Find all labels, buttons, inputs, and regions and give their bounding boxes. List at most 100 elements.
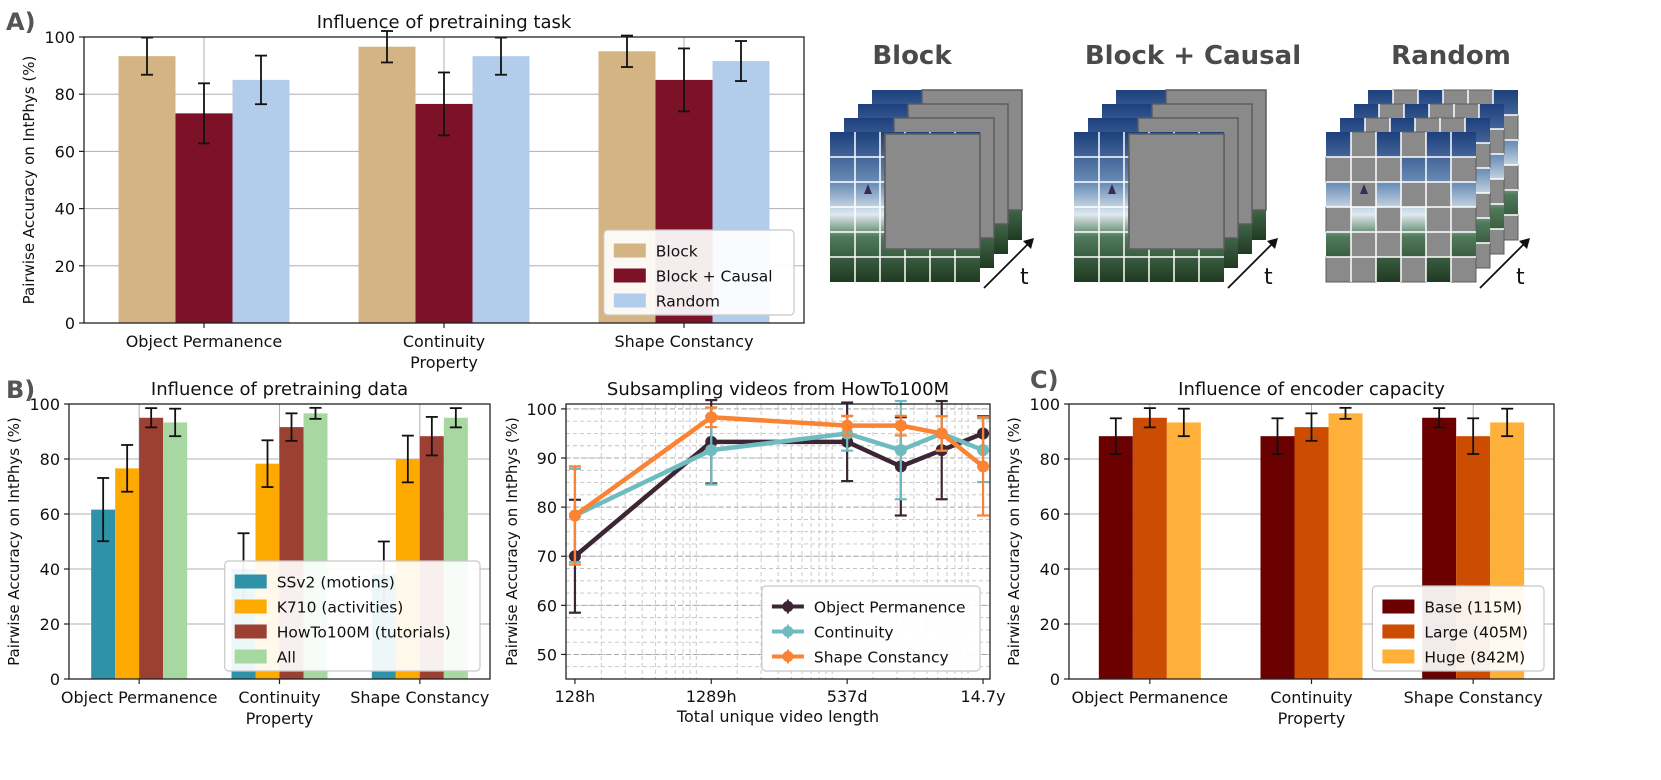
bar xyxy=(415,103,473,323)
data-point xyxy=(705,444,718,457)
legend: Block Block + Causal Random xyxy=(603,229,795,316)
data-point xyxy=(977,460,990,473)
video-frame xyxy=(1074,132,1225,282)
chart-chartA: 0 20 40 60 80 100 Object Permanence Continuity P… xyxy=(20,12,805,372)
legend-label: Continuity xyxy=(814,624,894,642)
mask-patch xyxy=(1350,256,1377,283)
legend-label: K710 (activities) xyxy=(277,599,404,617)
boat-icon xyxy=(864,184,872,194)
y-tick-label: 40 xyxy=(1040,560,1060,579)
x-tick-label: Continuity xyxy=(403,332,485,351)
y-axis-label: Pairwise Accuracy on IntPhys (%) xyxy=(5,417,23,666)
bar xyxy=(1166,422,1201,679)
bar xyxy=(472,56,530,324)
y-axis-label: Pairwise Accuracy on IntPhys (%) xyxy=(1005,417,1023,666)
mask-title: Block xyxy=(872,41,952,71)
y-tick-label: 60 xyxy=(40,505,60,524)
mask-patch xyxy=(1350,231,1377,258)
time-arrow-head xyxy=(1023,238,1034,249)
mask-patch xyxy=(1450,256,1477,283)
legend-swatch xyxy=(613,268,646,283)
y-tick-label: 80 xyxy=(1040,450,1060,469)
y-tick-label: 0 xyxy=(50,670,60,689)
chart-title: Influence of pretraining task xyxy=(317,12,572,33)
legend-swatch xyxy=(234,574,267,589)
mask-illustration-random: Random t xyxy=(1325,41,1530,290)
y-tick-label: 100 xyxy=(44,28,75,47)
chart-title: Subsampling videos from HowTo100M xyxy=(607,379,949,400)
series-line xyxy=(568,399,990,564)
chart-title: Influence of encoder capacity xyxy=(1178,379,1445,400)
y-tick-label: 60 xyxy=(537,596,557,615)
y-tick-label: 20 xyxy=(55,257,75,276)
mask-patch xyxy=(1375,206,1402,233)
bar xyxy=(358,46,416,323)
y-tick-label: 100 xyxy=(29,395,60,414)
mask-patch xyxy=(1450,206,1477,233)
legend-swatch xyxy=(234,599,267,614)
mask-patch xyxy=(1375,156,1402,183)
mask-illustration-causal: Block + Causal t xyxy=(1074,41,1301,290)
boat-icon xyxy=(1108,184,1116,194)
legend-box xyxy=(603,229,795,316)
legend: Object Permanence Continuity Shape Constan… xyxy=(761,585,981,672)
y-tick-label: 60 xyxy=(1040,505,1060,524)
bar xyxy=(115,468,140,679)
bar xyxy=(1260,436,1295,679)
bar xyxy=(232,79,290,324)
mask-illustration-block: Block t xyxy=(830,41,1034,290)
bar xyxy=(1294,427,1329,679)
bar xyxy=(1098,436,1133,679)
x-tick-label: 128h xyxy=(555,687,596,706)
bar xyxy=(1328,413,1363,679)
x-tick-label: Property xyxy=(410,353,478,372)
legend-label: Block xyxy=(656,243,698,261)
legend-box xyxy=(224,560,481,672)
legend-label: SSv2 (motions) xyxy=(277,574,395,592)
legend-swatch xyxy=(1382,599,1415,614)
x-tick-label: Continuity xyxy=(1270,688,1352,707)
y-axis-label: Pairwise Accuracy on IntPhys (%) xyxy=(20,56,38,305)
y-tick-label: 40 xyxy=(40,560,60,579)
y-tick-label: 60 xyxy=(55,142,75,161)
bar xyxy=(163,422,188,679)
time-arrow xyxy=(1227,239,1277,289)
video-frame xyxy=(830,132,981,282)
panel-label-c: C) xyxy=(1030,366,1059,394)
time-arrow-head xyxy=(1519,238,1530,249)
mask-title: Block + Causal xyxy=(1085,41,1301,71)
legend-box xyxy=(1371,585,1545,672)
mask-patch xyxy=(1425,231,1452,258)
y-tick-label: 100 xyxy=(1029,395,1060,414)
data-point xyxy=(894,419,907,432)
y-tick-label: 0 xyxy=(1050,670,1060,689)
legend-swatch xyxy=(234,649,267,664)
legend-swatch xyxy=(1382,624,1415,639)
legend-label: Large (405M) xyxy=(1424,624,1528,642)
boat-icon xyxy=(1360,184,1368,194)
plot-frame xyxy=(565,403,991,680)
x-tick-label: Object Permanence xyxy=(61,688,218,707)
legend-swatch xyxy=(782,626,794,637)
legend-label: Huge (842M) xyxy=(1424,649,1525,667)
data-point xyxy=(705,411,718,424)
chart-title: Influence of pretraining data xyxy=(151,379,408,400)
data-point xyxy=(894,444,907,457)
x-tick-label: Object Permanence xyxy=(1072,688,1229,707)
x-axis-label: Total unique video length xyxy=(676,707,879,726)
legend-box xyxy=(761,585,981,672)
time-label: t xyxy=(1020,265,1029,290)
video-frame xyxy=(1325,131,1477,283)
time-label: t xyxy=(1264,265,1273,290)
mask-patch xyxy=(1325,156,1352,183)
x-tick-label: 537d xyxy=(827,687,868,706)
bar xyxy=(1132,417,1167,679)
y-tick-label: 0 xyxy=(65,314,75,333)
y-tick-label: 20 xyxy=(1040,615,1060,634)
legend-label: Shape Constancy xyxy=(814,649,949,667)
chart-chartC: 0 20 40 60 80 100 Object Permanence Continuity P… xyxy=(1005,379,1555,728)
legend-swatch xyxy=(1382,649,1415,664)
x-tick-label: Shape Constancy xyxy=(1404,688,1543,707)
